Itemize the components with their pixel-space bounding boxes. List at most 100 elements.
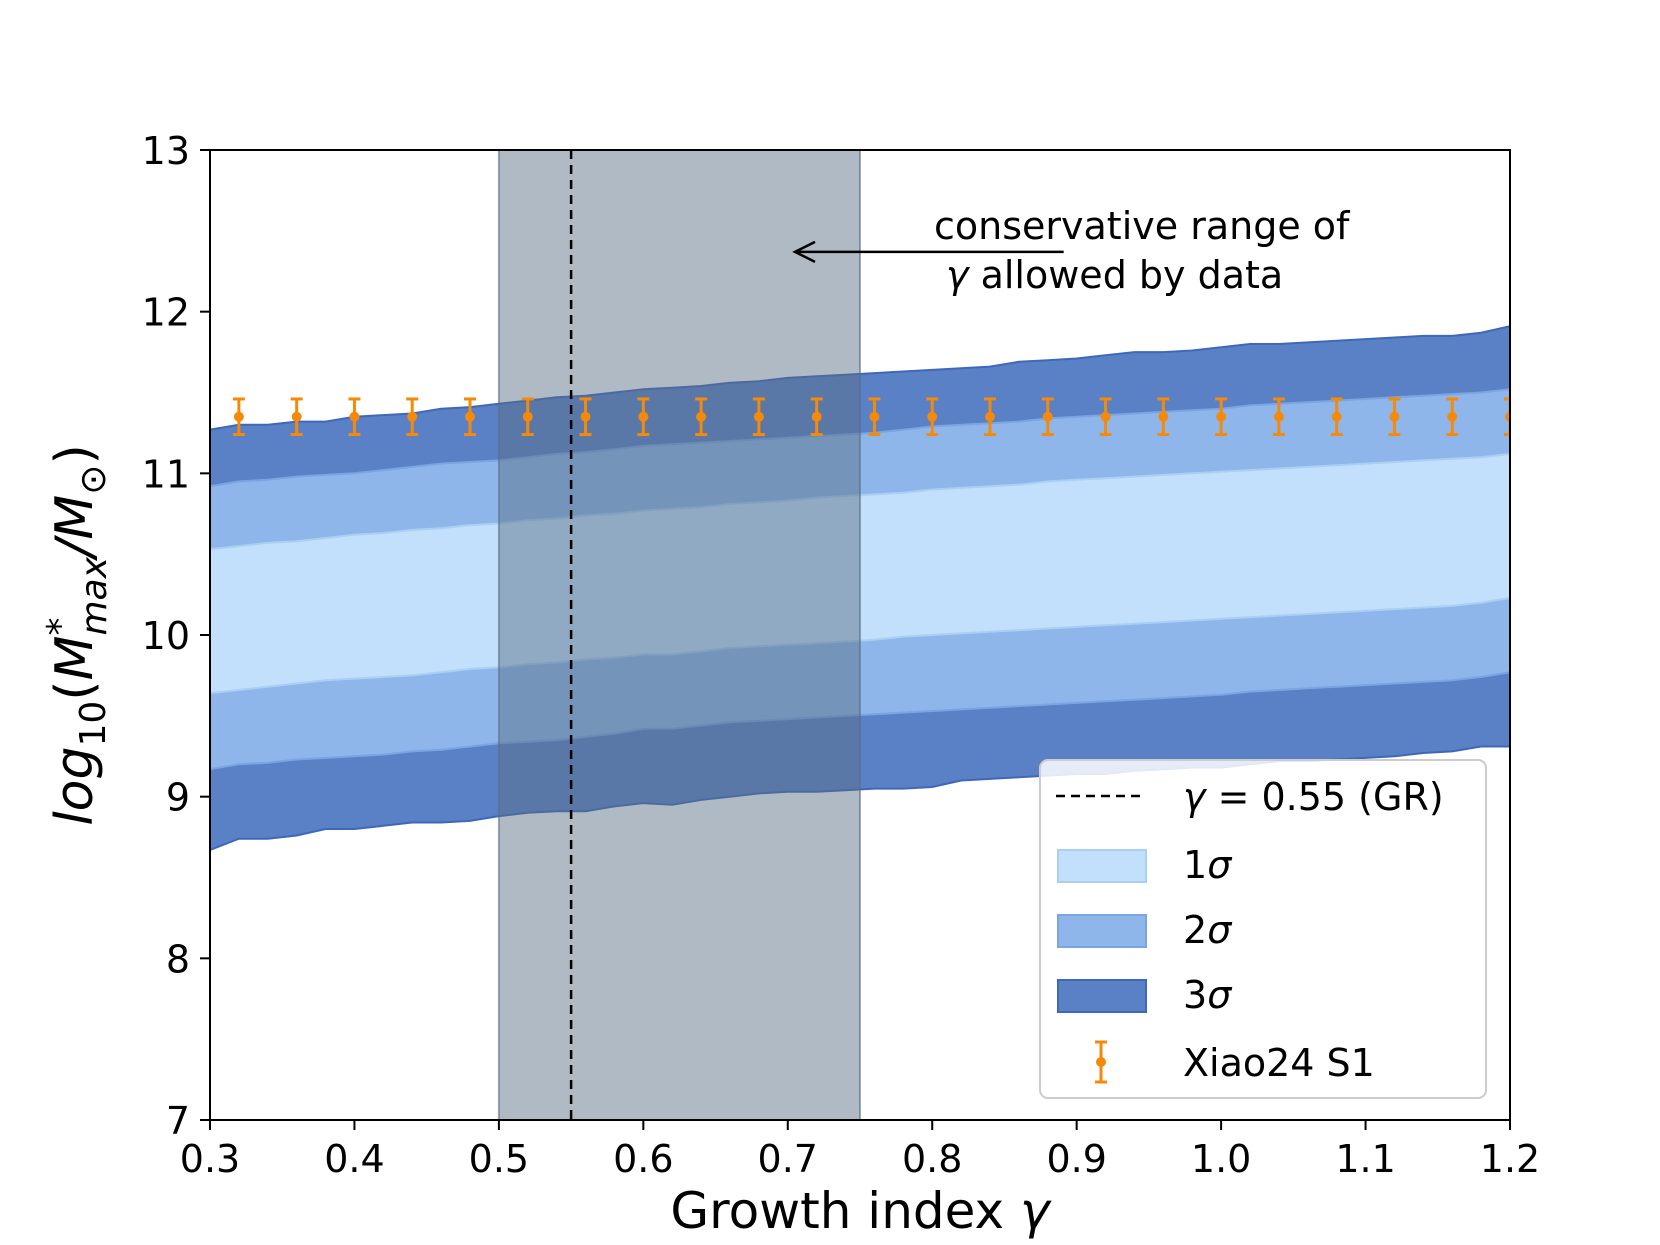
- errorbar-point: [752, 397, 765, 437]
- legend-2sigma-sigma: σ: [1207, 908, 1233, 952]
- errorbar-marker: [522, 411, 533, 422]
- errorbar-point: [810, 397, 823, 437]
- errorbar-marker: [811, 411, 822, 422]
- xiao24-errorbars: [232, 397, 1510, 437]
- errorbar-marker: [985, 411, 995, 422]
- errorbar-point: [1388, 397, 1401, 437]
- errorbar-point: [406, 397, 419, 437]
- errorbar-point: [637, 397, 650, 437]
- errorbar-marker: [233, 411, 244, 422]
- legend-3sigma-swatch: [1057, 979, 1147, 1013]
- x-tick-label: 0.8: [902, 1137, 962, 1181]
- legend-3sigma-label: 3σ: [1183, 973, 1233, 1017]
- legend-3sigma-number: 3: [1183, 973, 1207, 1017]
- legend-gr-gamma: γ: [1183, 775, 1208, 819]
- errorbar-point: [579, 397, 592, 437]
- legend-2sigma-label: 2σ: [1183, 908, 1233, 952]
- legend-1sigma-number: 1: [1183, 843, 1207, 887]
- errorbar-marker: [1273, 411, 1284, 422]
- errorbar-marker: [869, 411, 880, 422]
- legend-1sigma-label: 1σ: [1183, 843, 1233, 887]
- x-axis-label: Growth index γ: [670, 1182, 1052, 1240]
- legend-gr-label: γ = 0.55 (GR): [1183, 775, 1444, 819]
- y-tick-label: 9: [166, 776, 190, 820]
- errorbar-marker: [927, 411, 938, 422]
- y-label-sun-symbol: ⊙: [73, 465, 114, 495]
- legend-gr-rest: = 0.55 (GR): [1206, 775, 1444, 819]
- y-label-paren-close: ): [45, 444, 105, 464]
- x-tick-label: 0.6: [613, 1137, 673, 1181]
- errorbar-marker: [580, 411, 591, 422]
- y-label-func: log: [45, 747, 105, 826]
- errorbar-point: [1272, 397, 1285, 437]
- errorbar-marker: [407, 411, 418, 422]
- conservative-range-span: [497, 150, 861, 1120]
- errorbar-point: [1504, 397, 1510, 437]
- errorbar-marker: [696, 411, 707, 422]
- y-label-msun: M: [45, 495, 105, 540]
- legend-errorbar-swatch: [1095, 1040, 1107, 1084]
- errorbar-marker: [349, 411, 360, 422]
- x-axis-ticks: 0.3 0.4 0.5 0.6 0.7 0.8 0.9 1.0 1.1 1.2: [180, 1120, 1540, 1181]
- x-tick-label: 0.5: [469, 1137, 529, 1181]
- errorbar-marker: [1216, 411, 1227, 422]
- legend-1sigma-swatch: [1057, 849, 1147, 883]
- annotation-line-2-rest: allowed by data: [969, 253, 1284, 297]
- annotation-line-1: conservative range of: [934, 204, 1351, 248]
- errorbar-marker: [1158, 411, 1169, 422]
- x-tick-label: 0.9: [1046, 1137, 1106, 1181]
- x-tick-label: 1.0: [1191, 1137, 1251, 1181]
- errorbar-point: [926, 397, 939, 437]
- errorbar-point: [290, 397, 303, 437]
- y-axis-ticks: 7 8 9 10 11 12 13: [142, 129, 210, 1143]
- errorbar-point: [984, 397, 996, 437]
- errorbar-point: [1157, 397, 1170, 437]
- errorbar-marker: [1042, 411, 1053, 422]
- errorbar-marker: [1505, 411, 1510, 422]
- legend-errorbar-marker: [1096, 1057, 1106, 1067]
- annotation-gamma-symbol: γ: [946, 253, 971, 297]
- annotation-arrow-head: [792, 240, 816, 263]
- errorbar-point: [868, 397, 881, 437]
- x-tick-label: 0.7: [758, 1137, 818, 1181]
- errorbar-point: [695, 397, 708, 437]
- y-tick-label: 12: [142, 291, 190, 335]
- errorbar-marker: [291, 411, 302, 422]
- x-axis-label-text: Growth index: [670, 1182, 1020, 1240]
- y-tick-label: 10: [142, 614, 190, 658]
- plot-area: [210, 150, 1510, 1120]
- legend-2sigma-number: 2: [1183, 908, 1207, 952]
- range-annotation: conservative range of γ allowed by data: [792, 204, 1351, 297]
- y-tick-label: 8: [166, 937, 190, 981]
- x-tick-label: 0.3: [180, 1137, 240, 1181]
- legend-3sigma-sigma: σ: [1207, 973, 1233, 1017]
- errorbar-point: [1215, 397, 1228, 437]
- y-label-func-sub: 10: [73, 701, 114, 747]
- legend-frame: [1039, 759, 1487, 1099]
- errorbar-point: [232, 397, 245, 437]
- y-tick-label: 11: [142, 452, 190, 496]
- y-tick-label: 7: [166, 1099, 190, 1143]
- errorbar-marker: [1447, 411, 1458, 422]
- errorbar-point: [1446, 397, 1459, 437]
- errorbar-point: [1099, 397, 1112, 437]
- x-tick-label: 0.4: [324, 1137, 384, 1181]
- errorbar-point: [464, 397, 476, 437]
- errorbar-point: [1041, 397, 1054, 437]
- y-label-mass: M: [45, 636, 105, 681]
- x-tick-label: 1.2: [1480, 1137, 1540, 1181]
- errorbar-marker: [753, 411, 764, 422]
- annotation-line-2: γ allowed by data: [946, 253, 1283, 297]
- errorbar-point: [348, 397, 361, 437]
- errorbar-marker: [1100, 411, 1111, 422]
- y-label-star: *: [40, 618, 81, 636]
- y-axis-label: log10(M*max/M⊙): [40, 444, 115, 826]
- errorbar-marker: [638, 411, 649, 422]
- y-label-max: max: [74, 556, 115, 635]
- legend-2sigma-swatch: [1057, 914, 1147, 948]
- x-tick-label: 1.1: [1335, 1137, 1395, 1181]
- errorbar-marker: [1389, 411, 1400, 422]
- errorbar-marker: [1331, 411, 1342, 422]
- y-label-paren-open: (: [45, 680, 105, 700]
